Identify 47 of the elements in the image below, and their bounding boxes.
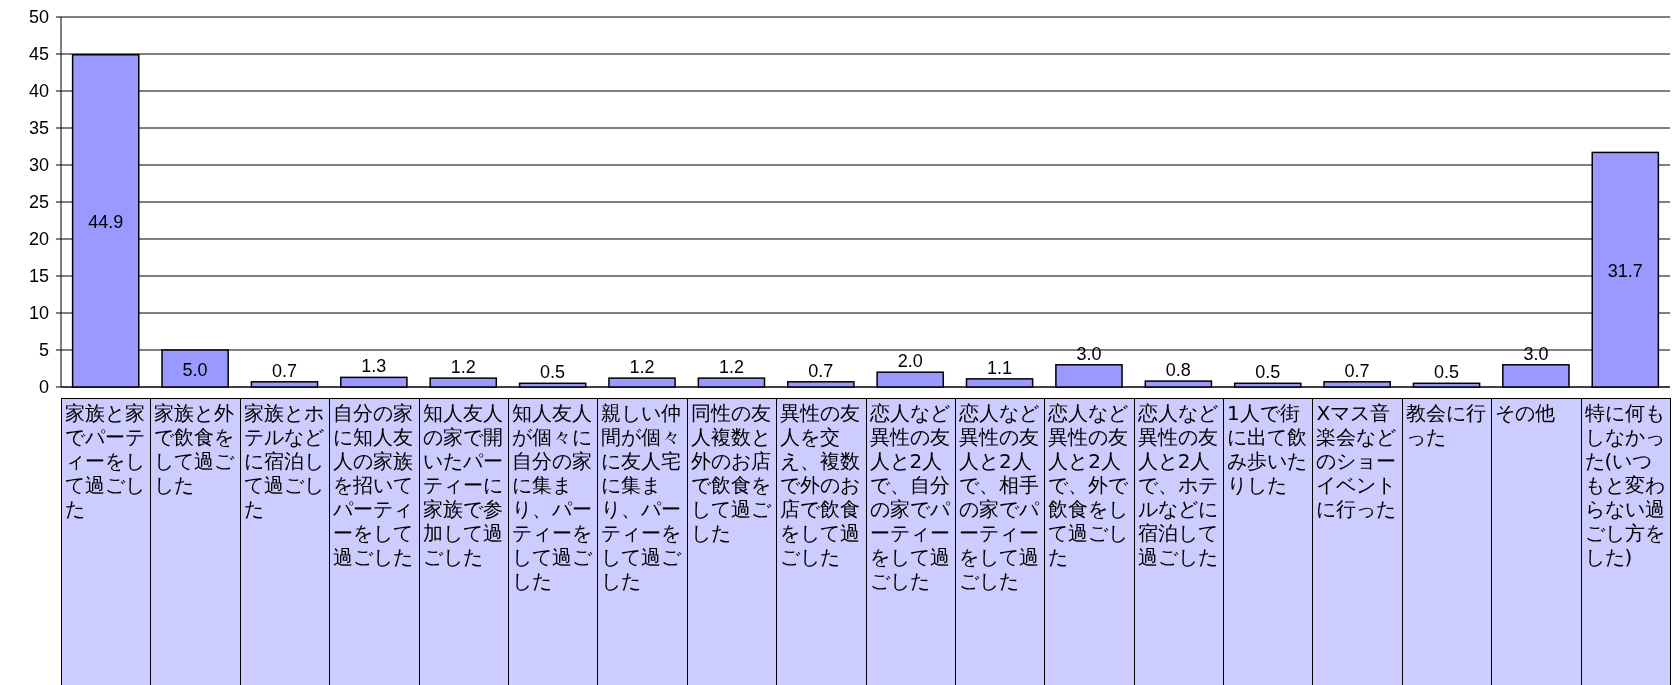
y-tick-label: 35: [28, 118, 49, 138]
data-label: 0.7: [271, 360, 297, 381]
data-label: 3.0: [1523, 343, 1549, 364]
x-tick-label: 親しい仲間が個々に友人宅に集まり、パーティーをして過ごした: [597, 398, 689, 685]
y-tick-label: 25: [28, 192, 49, 212]
x-tick-label: その他: [1491, 398, 1583, 685]
x-tick-label: Xマス音楽会などのショーイベントに行った: [1312, 398, 1404, 685]
y-tick-label: 45: [28, 44, 49, 64]
y-tick-label: 5: [38, 340, 49, 360]
y-tick-label: 15: [28, 266, 49, 286]
data-label: 1.1: [987, 357, 1013, 378]
x-tick-label: 恋人など異性の友人と2人で、自分の家でパーティーをして過ごした: [865, 398, 957, 685]
data-label: 1.2: [718, 357, 744, 378]
x-tick-label: 知人友人が個々に自分の家に集まり、パーティーをして過ごした: [507, 398, 599, 685]
data-label: 0.7: [808, 360, 834, 381]
data-label: 1.2: [629, 357, 655, 378]
x-tick-label: 恋人など異性の友人と2人で、相手の家でパーティーをして過ごした: [954, 398, 1046, 685]
data-label: 3.0: [1076, 343, 1102, 364]
x-tick-label: 同性の友人複数と外のお店で飲食をして過ごした: [686, 398, 778, 685]
x-tick-label: 知人友人の家で開いたパーティーに家族で参加して過ごした: [418, 398, 510, 685]
y-tick-label: 30: [28, 155, 49, 175]
x-tick-label: 恋人など異性の友人と2人で、外で飲食をして過ごした: [1044, 398, 1136, 685]
y-tick-label: 50: [28, 7, 49, 27]
x-tick-label: 家族と家でパーティーをして過ごした: [61, 398, 152, 685]
x-tick-label: 特に何もしなかった(いつもと変わらない過ごし方をした): [1580, 398, 1672, 685]
data-label: 1.2: [450, 357, 476, 378]
data-label: 2.0: [897, 351, 923, 372]
data-label: 0.5: [1434, 362, 1460, 383]
data-label: 1.3: [361, 356, 387, 377]
y-tick-label: 40: [28, 81, 49, 101]
x-tick-label: 異性の友人を交え、複数で外のお店で飲食をして過ごした: [776, 398, 867, 685]
data-label: 0.8: [1165, 360, 1191, 381]
x-tick-label: 家族と外で飲食をして過ごした: [150, 398, 242, 685]
y-tick-label: 20: [28, 229, 49, 249]
data-label: 44.9: [88, 211, 124, 232]
x-tick-label: 教会に行った: [1401, 398, 1493, 685]
data-label: 0.7: [1344, 360, 1370, 381]
x-tick-label: 自分の家に知人友人の家族を招いてパーティーをして過ごした: [329, 398, 421, 685]
y-tick-label: 10: [28, 303, 49, 323]
data-label: 0.5: [1255, 362, 1281, 383]
x-tick-label: 恋人など異性の友人と2人で、ホテルなどに宿泊して過ごした: [1133, 398, 1225, 685]
data-label: 5.0: [182, 359, 208, 380]
y-tick-label: 0: [38, 377, 49, 397]
x-tick-label: 家族とホテルなどに宿泊して過ごした: [239, 398, 331, 685]
x-tick-label: 1人で街に出て飲み歩いたりした: [1223, 398, 1314, 685]
data-label: 0.5: [540, 362, 566, 383]
data-label: 31.7: [1607, 260, 1643, 281]
